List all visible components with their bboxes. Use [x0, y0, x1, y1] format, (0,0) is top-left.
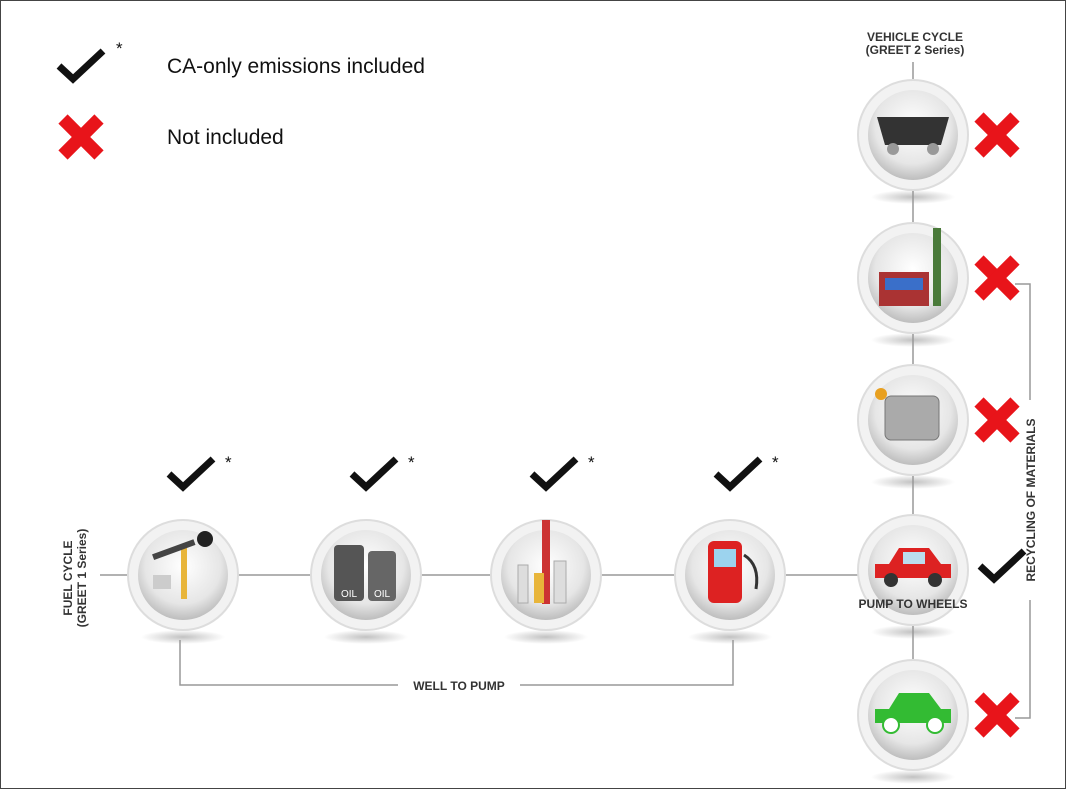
check-mark	[56, 48, 106, 84]
check-mark	[713, 456, 763, 492]
shadow	[688, 630, 772, 644]
cross-stroke	[974, 692, 1020, 738]
check-mark	[166, 456, 216, 492]
shadow	[324, 630, 408, 644]
shadow	[871, 625, 955, 639]
svg-text:OIL: OIL	[341, 589, 358, 600]
check-mark	[349, 456, 399, 492]
cross-stroke	[58, 114, 104, 160]
cycle-label: FUEL CYCLE	[61, 540, 75, 615]
cross-stroke	[974, 255, 1020, 301]
shadow	[871, 770, 955, 784]
bracket-label: RECYCLING OF MATERIALS	[1024, 418, 1038, 581]
shadow	[504, 630, 588, 644]
cycle-sublabel: (GREET 2 Series)	[866, 43, 965, 57]
cross-mark	[974, 692, 1020, 738]
cross-mark	[974, 397, 1020, 443]
cycle-sublabel: (GREET 1 Series)	[75, 529, 89, 628]
label-bg	[398, 677, 520, 693]
note-asterisk: *	[408, 453, 415, 472]
check-mark	[529, 456, 579, 492]
cross-mark	[974, 255, 1020, 301]
cross-stroke	[974, 397, 1020, 443]
shadow	[871, 190, 955, 204]
shadow	[871, 333, 955, 347]
note-asterisk: *	[588, 453, 595, 472]
label-bg	[1022, 400, 1038, 600]
legend-label: Not included	[167, 126, 284, 149]
cross-mark	[58, 114, 104, 160]
shadow	[871, 475, 955, 489]
stage-label: PUMP TO WHEELS	[859, 597, 968, 611]
svg-text:OIL: OIL	[374, 589, 391, 600]
note-asterisk: *	[772, 453, 779, 472]
check-mark	[977, 548, 1027, 584]
label-bg	[855, 28, 975, 60]
note-asterisk: *	[116, 39, 123, 58]
icons: OIL OIL	[152, 117, 951, 734]
cross-stroke	[974, 112, 1020, 158]
legend-label: CA-only emissions included	[167, 55, 425, 78]
bracket-label: WELL TO PUMP	[413, 679, 505, 693]
cycle-label: VEHICLE CYCLE	[867, 30, 963, 44]
shadow	[141, 630, 225, 644]
note-asterisk: *	[225, 453, 232, 472]
cross-mark	[974, 112, 1020, 158]
